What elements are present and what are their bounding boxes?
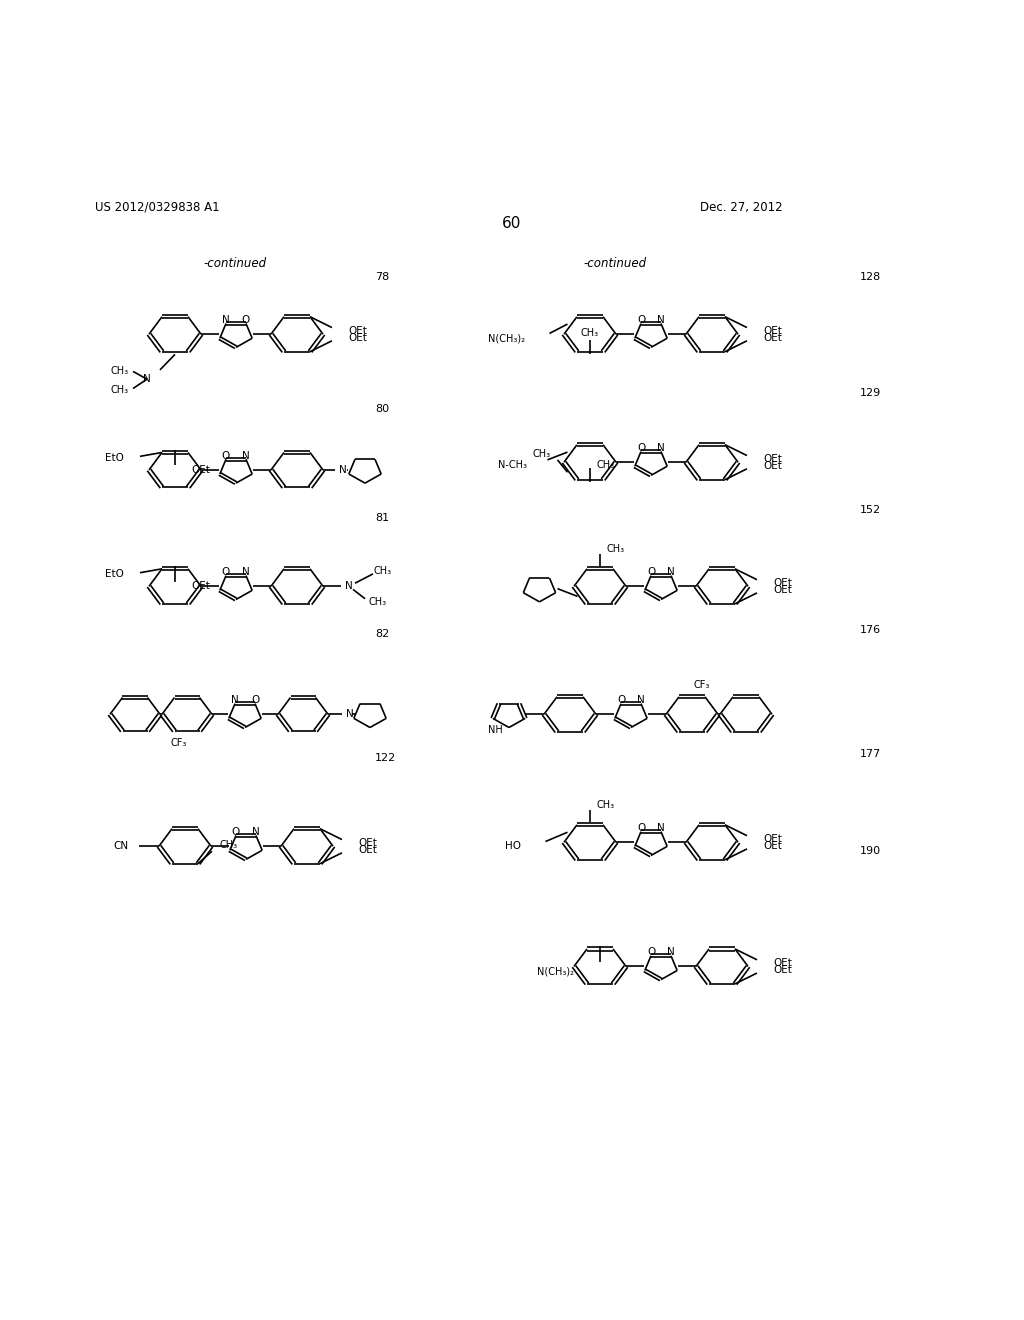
- Text: N: N: [252, 828, 260, 837]
- Text: N(CH₃)₂: N(CH₃)₂: [488, 333, 525, 343]
- Text: OEt: OEt: [358, 838, 377, 847]
- Text: CH₃: CH₃: [111, 367, 129, 376]
- Text: 60: 60: [503, 216, 521, 231]
- Text: O: O: [231, 828, 240, 837]
- Text: OEt: OEt: [358, 845, 377, 854]
- Text: N: N: [667, 568, 675, 577]
- Text: CH₃: CH₃: [532, 449, 551, 458]
- Text: Dec. 27, 2012: Dec. 27, 2012: [700, 201, 782, 214]
- Text: CH₃: CH₃: [597, 800, 615, 810]
- Text: 82: 82: [375, 628, 389, 639]
- Text: OEt: OEt: [763, 461, 782, 471]
- Text: N: N: [143, 374, 151, 384]
- Text: 128: 128: [860, 272, 882, 282]
- Text: OEt: OEt: [773, 585, 792, 595]
- Text: O: O: [637, 824, 645, 833]
- Text: N: N: [231, 696, 239, 705]
- Text: O: O: [251, 696, 259, 705]
- Text: -continued: -continued: [204, 256, 266, 269]
- Text: N: N: [222, 315, 229, 325]
- Text: NH: NH: [487, 725, 503, 735]
- Text: N: N: [346, 709, 354, 719]
- Text: N: N: [345, 581, 353, 591]
- Text: N: N: [339, 465, 347, 475]
- Text: O: O: [647, 568, 655, 577]
- Text: 152: 152: [860, 504, 881, 515]
- Text: OEt: OEt: [773, 578, 792, 587]
- Text: CH₃: CH₃: [220, 840, 239, 850]
- Text: N: N: [242, 451, 250, 461]
- Text: O: O: [637, 315, 645, 325]
- Text: OEt: OEt: [763, 454, 782, 463]
- Text: HO: HO: [506, 841, 521, 851]
- Text: N(CH₃)₂: N(CH₃)₂: [537, 966, 574, 975]
- Text: CH₃: CH₃: [597, 461, 615, 470]
- Text: O: O: [637, 444, 645, 453]
- Text: -continued: -continued: [584, 256, 646, 269]
- Text: O: O: [616, 696, 625, 705]
- Text: 122: 122: [375, 754, 396, 763]
- Text: O: O: [647, 948, 655, 957]
- Text: OEt: OEt: [191, 465, 210, 475]
- Text: 129: 129: [860, 388, 882, 399]
- Text: CN: CN: [114, 841, 129, 851]
- Text: OEt: OEt: [763, 326, 782, 335]
- Text: N: N: [667, 948, 675, 957]
- Text: N: N: [657, 824, 665, 833]
- Text: EtO: EtO: [105, 453, 124, 463]
- Text: N: N: [657, 315, 665, 325]
- Text: OEt: OEt: [763, 333, 782, 343]
- Text: OEt: OEt: [191, 581, 210, 591]
- Text: O: O: [242, 315, 250, 325]
- Text: OEt: OEt: [348, 333, 367, 343]
- Text: CH₃: CH₃: [374, 566, 392, 576]
- Text: 190: 190: [860, 846, 881, 857]
- Text: N: N: [242, 568, 250, 577]
- Text: 177: 177: [860, 750, 882, 759]
- Text: 78: 78: [375, 272, 389, 282]
- Text: 80: 80: [375, 404, 389, 414]
- Text: OEt: OEt: [773, 958, 792, 968]
- Text: OEt: OEt: [773, 965, 792, 975]
- Text: EtO: EtO: [105, 569, 124, 579]
- Text: OEt: OEt: [763, 834, 782, 843]
- Text: OEt: OEt: [348, 326, 367, 335]
- Text: O: O: [222, 451, 230, 461]
- Text: N-CH₃: N-CH₃: [499, 459, 527, 470]
- Text: CH₃: CH₃: [111, 385, 129, 395]
- Text: CH₃: CH₃: [581, 327, 599, 338]
- Text: N: N: [637, 696, 645, 705]
- Text: 176: 176: [860, 626, 881, 635]
- Text: CF₃: CF₃: [171, 738, 187, 748]
- Text: CH₃: CH₃: [369, 597, 387, 607]
- Text: 81: 81: [375, 512, 389, 523]
- Text: US 2012/0329838 A1: US 2012/0329838 A1: [95, 201, 219, 214]
- Text: OEt: OEt: [763, 841, 782, 851]
- Text: CH₃: CH₃: [607, 544, 625, 554]
- Text: O: O: [222, 568, 230, 577]
- Text: N: N: [657, 444, 665, 453]
- Text: CF₃: CF₃: [694, 680, 711, 690]
